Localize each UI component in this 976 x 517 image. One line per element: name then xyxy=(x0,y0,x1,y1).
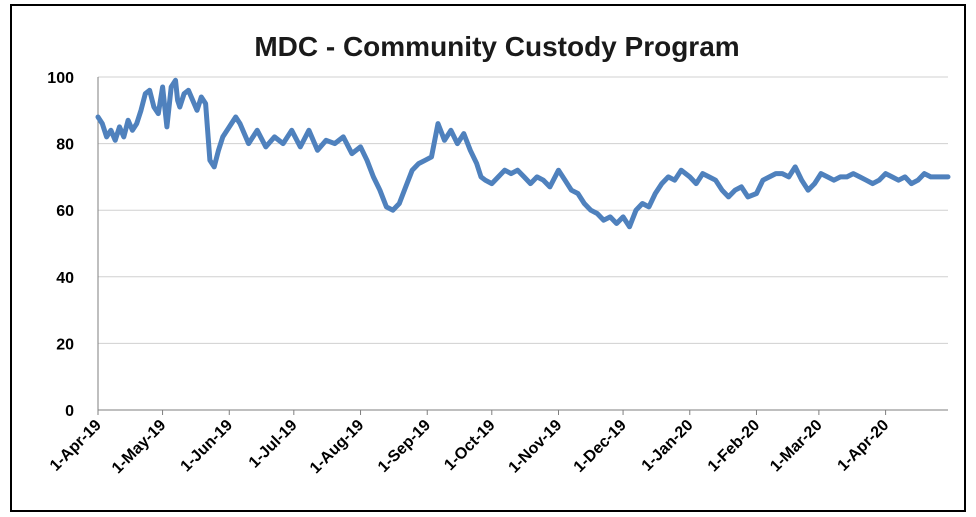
y-tick-label: 40 xyxy=(56,270,74,287)
x-tick-label: 1-Aug-19 xyxy=(307,417,367,477)
y-tick-label: 100 xyxy=(47,70,74,87)
series-line xyxy=(95,77,951,230)
x-tick-label: 1-Jan-20 xyxy=(639,417,697,475)
x-axis-ticks: 1-Apr-19 1-May-19 1-Jun-19 1-Jul-19 1-Aug-19… xyxy=(47,410,893,478)
y-tick-label: 0 xyxy=(65,403,74,420)
x-tick-label: 1-Apr-19 xyxy=(47,417,105,475)
x-tick-label: 1-Jul-19 xyxy=(246,417,301,472)
x-tick-label: 1-Sep-19 xyxy=(375,417,434,476)
x-tick-label: 1-Nov-19 xyxy=(506,417,566,477)
x-tick-label: 1-Apr-20 xyxy=(835,417,893,475)
x-tick-label: 1-Jun-19 xyxy=(178,417,237,476)
x-tick-label: 1-Dec-19 xyxy=(571,417,630,476)
chart-title: MDC - Community Custody Program xyxy=(254,31,739,62)
axes xyxy=(97,77,948,411)
y-tick-label: 80 xyxy=(56,137,74,154)
x-tick-label: 1-Oct-19 xyxy=(441,417,498,474)
y-tick-label: 20 xyxy=(56,336,74,353)
grid-lines xyxy=(98,76,948,344)
y-axis-ticks: 0 20 40 60 80 100 xyxy=(47,70,74,420)
series-layer xyxy=(95,77,951,230)
x-tick-label: 1-Feb-20 xyxy=(705,417,764,476)
x-tick-label: 1-Mar-20 xyxy=(767,417,826,476)
y-tick-label: 60 xyxy=(56,203,74,220)
x-tick-label: 1-May-19 xyxy=(109,417,170,478)
